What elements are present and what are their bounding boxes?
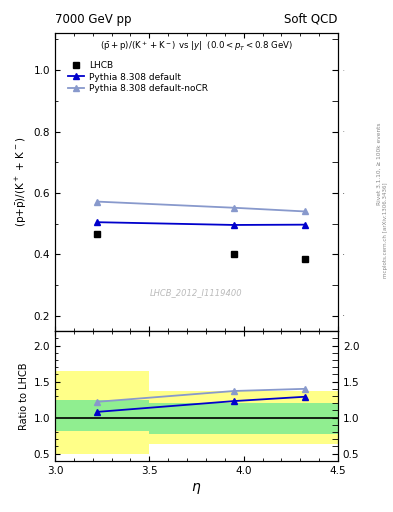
Text: Rivet 3.1.10, ≥ 100k events: Rivet 3.1.10, ≥ 100k events — [377, 122, 382, 205]
Line: Pythia 8.308 default: Pythia 8.308 default — [94, 219, 308, 228]
Pythia 8.308 default — [95, 219, 100, 225]
Pythia 8.308 default-noCR — [232, 205, 237, 211]
Text: $(\bar{\rm p}+{\rm p})/({\rm K}^++{\rm K}^-)$ vs $|y|$  $(0.0 < p_T < 0.8$ GeV$): $(\bar{\rm p}+{\rm p})/({\rm K}^++{\rm K… — [100, 39, 293, 53]
Line: LHCB: LHCB — [94, 230, 309, 263]
Pythia 8.308 default-noCR — [303, 208, 307, 215]
Pythia 8.308 default-noCR — [95, 199, 100, 205]
Pythia 8.308 default — [232, 222, 237, 228]
Pythia 8.308 default — [303, 222, 307, 228]
X-axis label: $\eta$: $\eta$ — [191, 481, 202, 496]
Text: mcplots.cern.ch [arXiv:1306.3436]: mcplots.cern.ch [arXiv:1306.3436] — [384, 183, 388, 278]
Text: LHCB_2012_I1119400: LHCB_2012_I1119400 — [150, 288, 243, 297]
Y-axis label: (p+$\bar{\rm p}$)/(K$^+$ + K$^-$): (p+$\bar{\rm p}$)/(K$^+$ + K$^-$) — [15, 137, 29, 227]
Legend: LHCB, Pythia 8.308 default, Pythia 8.308 default-noCR: LHCB, Pythia 8.308 default, Pythia 8.308… — [65, 59, 210, 96]
LHCB — [232, 250, 237, 257]
LHCB — [303, 256, 307, 262]
Line: Pythia 8.308 default-noCR: Pythia 8.308 default-noCR — [94, 199, 308, 215]
Text: Soft QCD: Soft QCD — [285, 13, 338, 26]
LHCB — [95, 230, 100, 237]
Text: 7000 GeV pp: 7000 GeV pp — [55, 13, 132, 26]
Y-axis label: Ratio to LHCB: Ratio to LHCB — [19, 362, 29, 430]
